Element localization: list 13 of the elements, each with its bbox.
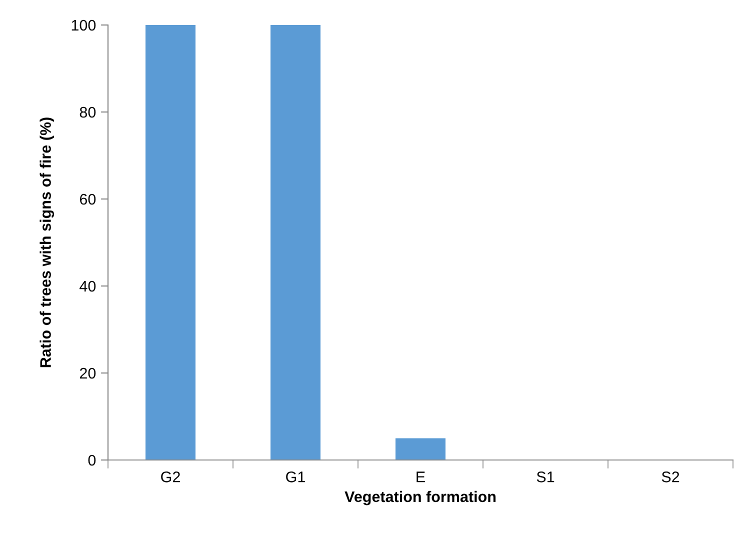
y-tick-label: 80	[80, 106, 96, 118]
y-tick-label: 100	[72, 20, 96, 31]
y-tick-label: 20	[80, 368, 96, 379]
x-axis-title: Vegetation formation	[344, 490, 496, 506]
x-tick-label: G2	[161, 472, 180, 482]
x-tick-label: E	[416, 472, 425, 482]
x-tick-label: G1	[286, 472, 305, 482]
y-tick-label: 40	[80, 280, 96, 292]
y-tick-label: 0	[88, 454, 96, 466]
y-axis-title: Ratio of trees with signs of fire (%)	[40, 118, 54, 368]
y-tick-label: 60	[80, 194, 96, 205]
x-tick-label: S2	[662, 472, 680, 482]
x-tick-label: S1	[536, 472, 554, 482]
